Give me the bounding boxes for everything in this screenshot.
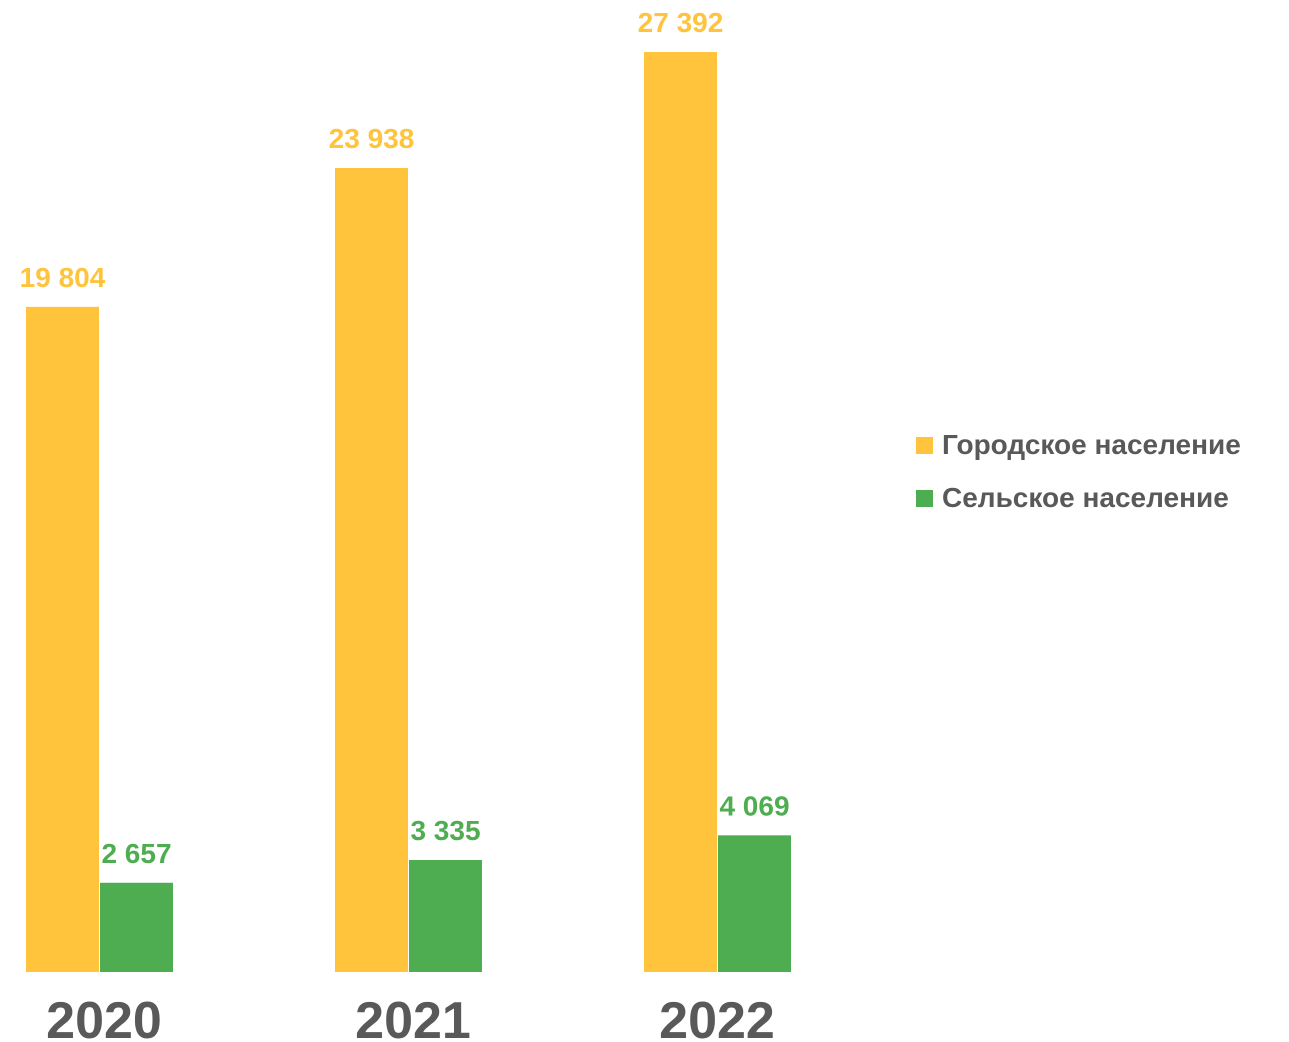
bar-urban-2021 — [335, 168, 408, 973]
x-tick-label-2020: 2020 — [46, 992, 162, 1042]
value-labels-layer: 19 804 2 657 23 938 3 335 27 392 4 069 — [20, 7, 790, 869]
legend-swatch-urban — [916, 436, 933, 454]
data-label-rural-2020: 2 657 — [101, 838, 171, 869]
data-label-urban-2022: 27 392 — [638, 7, 724, 38]
bar-urban-2022 — [644, 52, 717, 972]
bars-layer — [26, 52, 791, 973]
legend: Городское население Сельское население — [916, 428, 1241, 534]
bar-urban-2020 — [26, 306, 99, 972]
legend-label-urban: Городское население — [942, 429, 1241, 460]
legend-item-urban: Городское население — [916, 428, 1241, 462]
bar-rural-2020 — [100, 882, 173, 972]
legend-item-rural: Сельское население — [916, 481, 1241, 515]
bar-rural-2022 — [718, 835, 791, 972]
legend-swatch-rural — [916, 489, 933, 507]
data-label-rural-2022: 4 069 — [719, 790, 789, 821]
data-label-urban-2020: 19 804 — [20, 262, 106, 293]
x-tick-label-2021: 2021 — [355, 992, 471, 1042]
legend-label-rural: Сельское население — [942, 482, 1229, 513]
x-axis-tick-labels: 2020 2021 2022 — [46, 992, 775, 1042]
bar-rural-2021 — [409, 859, 482, 972]
data-label-rural-2021: 3 335 — [410, 815, 480, 846]
x-tick-label-2022: 2022 — [659, 992, 775, 1042]
data-label-urban-2021: 23 938 — [329, 123, 415, 154]
